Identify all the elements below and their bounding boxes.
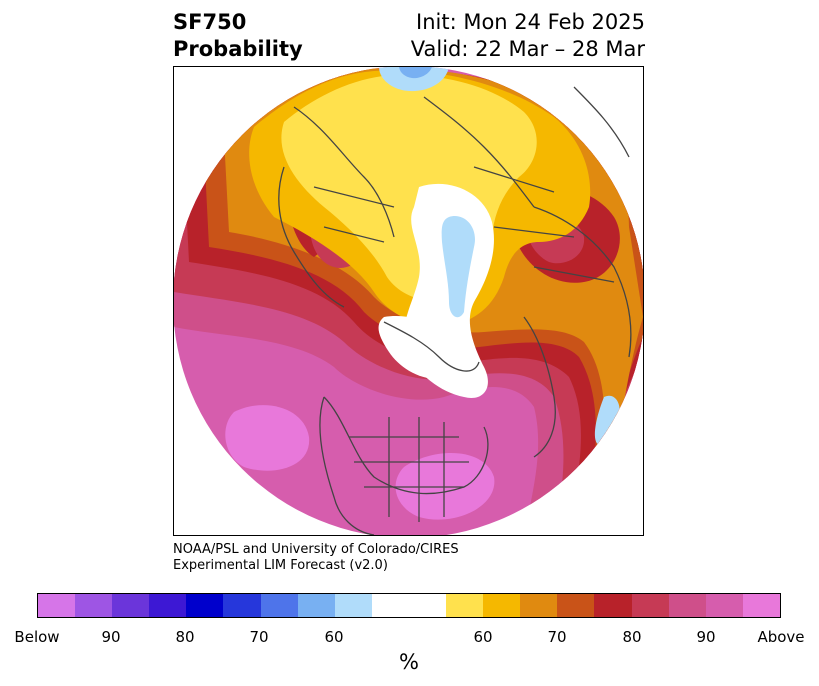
valid-range: Valid: 22 Mar – 28 Mar [410,37,645,61]
colorbar-segment [557,594,595,617]
map-panel [173,66,644,536]
colorbar-tick-label: 60 [473,628,493,646]
colorbar-segment [186,594,224,617]
colorbar-segment [371,594,447,617]
colorbar-segment [668,594,706,617]
colorbar-segment [742,594,780,617]
map-title: SF750 Probability [173,9,303,63]
colorbar-segment [297,594,335,617]
colorbar-tick-label: 90 [696,628,716,646]
init-date: Init: Mon 24 Feb 2025 [416,10,645,34]
colorbar-tick-label: 90 [101,628,121,646]
colorbar-segment [260,594,298,617]
colorbar-tick-label: 80 [622,628,642,646]
colorbar [37,593,781,618]
colorbar-segment [334,594,372,617]
colorbar-tick-label: Above [757,628,805,646]
colorbar-segment [223,594,261,617]
colorbar-segment [38,594,76,617]
colorbar-unit: % [399,650,419,674]
coastlines [278,86,632,535]
colorbar-tick-label: 60 [324,628,344,646]
colorbar-segment [631,594,669,617]
polar-projection-map [174,67,643,535]
colorbar-segment [75,594,113,617]
colorbar-tick-label: 70 [249,628,269,646]
forecast-dates: Init: Mon 24 Feb 2025 Valid: 22 Mar – 28… [411,9,645,63]
credit-line-1: NOAA/PSL and University of Colorado/CIRE… [173,542,459,557]
credit-text: NOAA/PSL and University of Colorado/CIRE… [173,542,459,574]
colorbar-segment [705,594,743,617]
probability-field [174,67,643,535]
colorbar-segment [446,594,484,617]
colorbar-segment [112,594,150,617]
title-variable: SF750 [173,10,247,34]
colorbar-tick-label: Below [14,628,60,646]
colorbar-segment [594,594,632,617]
colorbar-segment [520,594,558,617]
colorbar-tick-label: 80 [175,628,195,646]
colorbar-tick-label: 70 [547,628,567,646]
colorbar-segment [483,594,521,617]
colorbar-segment [149,594,187,617]
title-kind: Probability [173,37,303,61]
credit-line-2: Experimental LIM Forecast (v2.0) [173,558,388,573]
